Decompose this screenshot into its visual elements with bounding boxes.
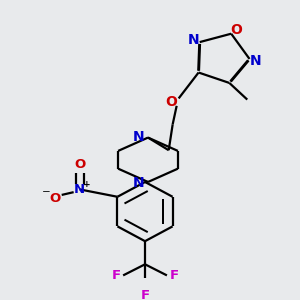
Text: +: +	[83, 180, 90, 189]
Text: N: N	[74, 183, 85, 196]
Text: O: O	[49, 192, 60, 205]
Text: N: N	[250, 54, 261, 68]
Text: O: O	[230, 23, 242, 37]
Text: N: N	[133, 130, 145, 144]
Text: N: N	[133, 176, 145, 190]
Text: F: F	[169, 269, 178, 282]
Text: F: F	[112, 269, 121, 282]
Text: F: F	[140, 289, 150, 300]
Text: −: −	[41, 187, 50, 197]
Text: O: O	[166, 95, 178, 109]
Text: N: N	[188, 33, 200, 47]
Text: O: O	[74, 158, 85, 171]
